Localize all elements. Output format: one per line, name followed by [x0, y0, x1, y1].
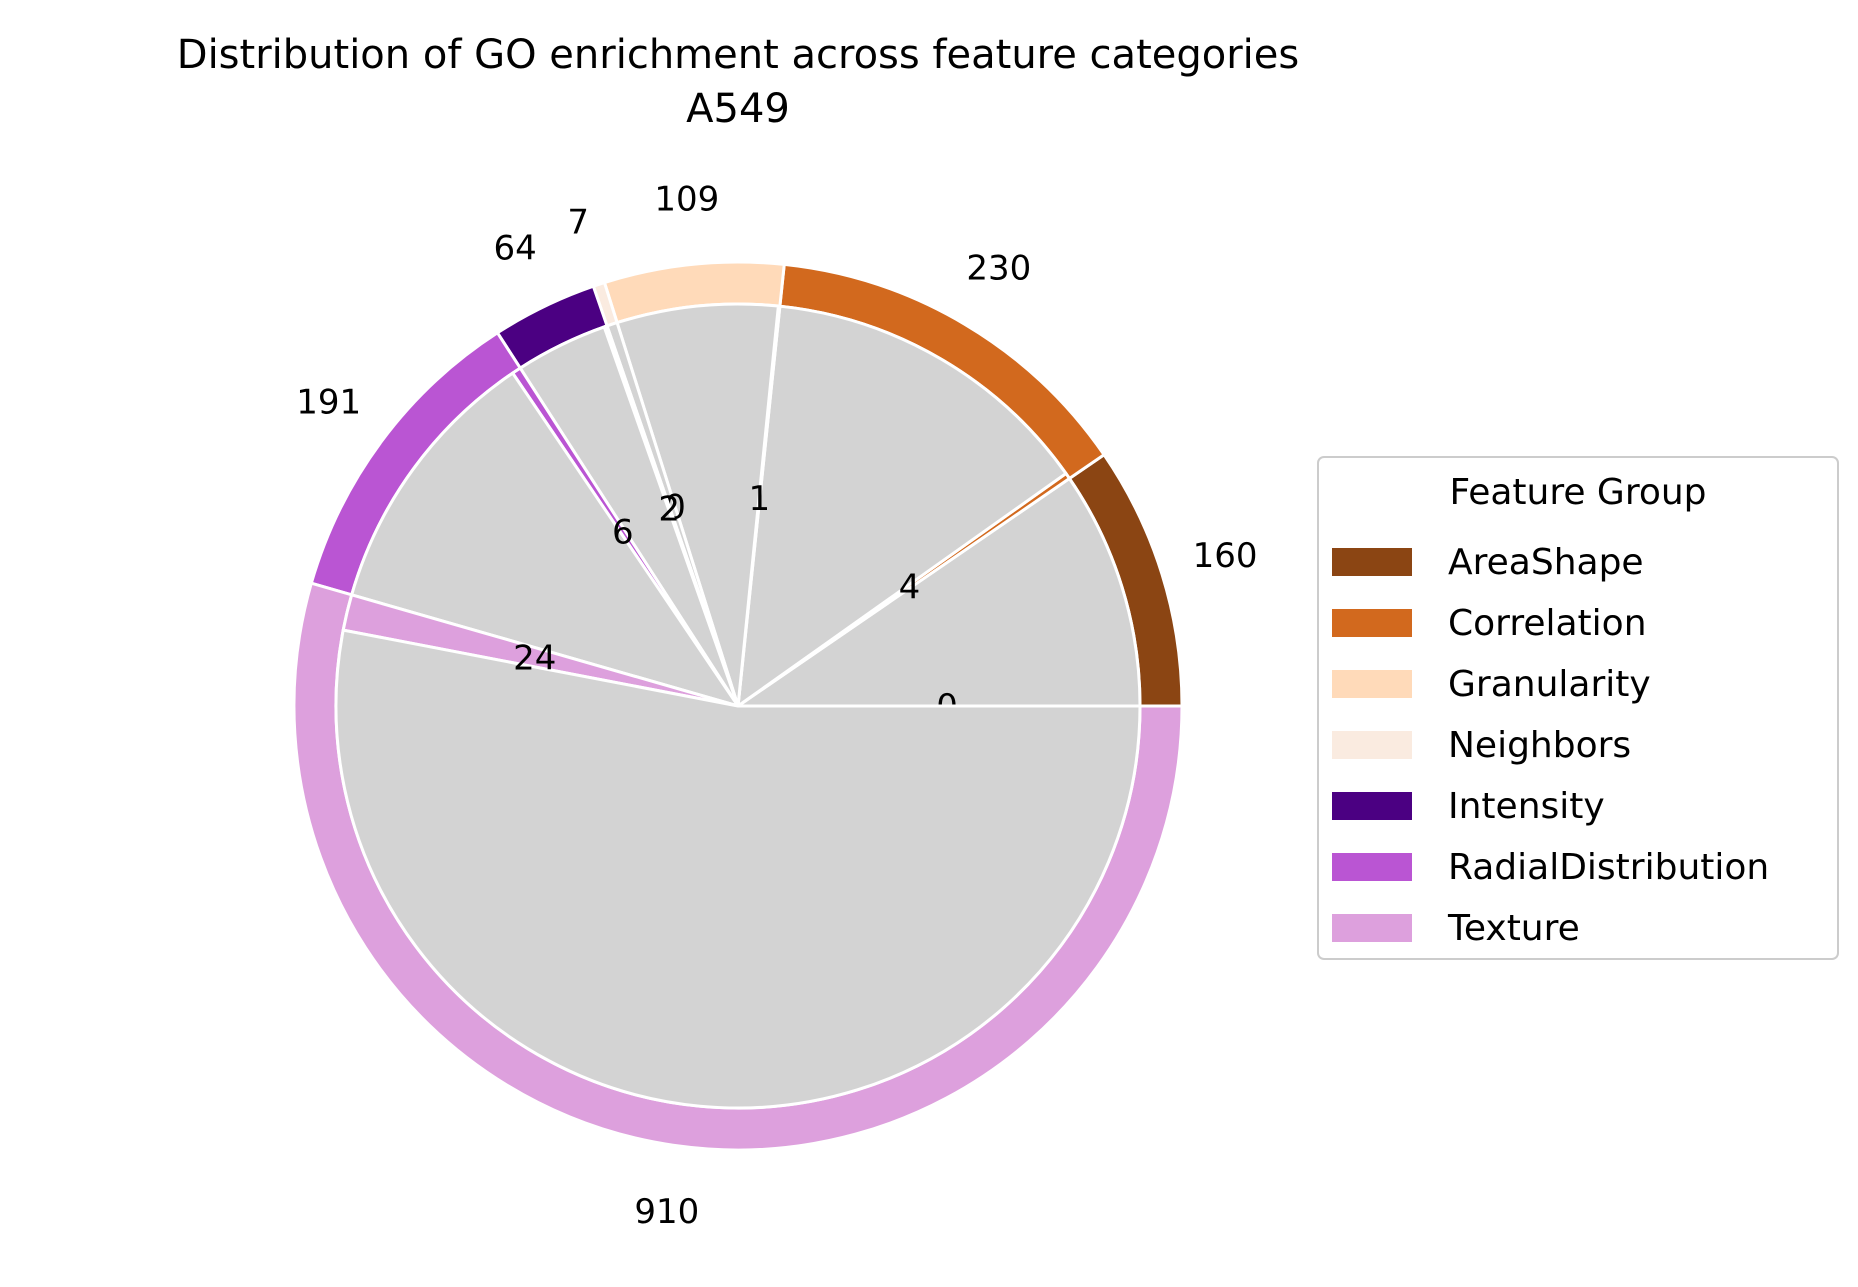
legend-title: Feature Group: [1449, 472, 1706, 513]
outer-label-neighbors: 7: [567, 203, 589, 243]
legend-label-granularity: Granularity: [1448, 664, 1651, 705]
legend-swatch-radialdistribution: [1332, 853, 1412, 881]
legend-swatch-correlation: [1332, 609, 1412, 637]
legend-swatch-texture: [1332, 914, 1412, 942]
outer-label-areashape: 160: [1193, 536, 1258, 576]
inner-slice-rest-correlation: [736, 304, 1069, 710]
legend-swatch-neighbors: [1332, 731, 1412, 759]
legend-label-radialdistribution: RadialDistribution: [1448, 847, 1769, 888]
legend-frame: [1317, 456, 1839, 960]
inner-slice-rest-radialdistribution: [349, 371, 742, 709]
outer-label-radialdistribution: 191: [296, 383, 361, 423]
outer-label-intensity: 64: [494, 228, 537, 268]
inner-label-radialdistribution: 6: [612, 513, 634, 553]
pie-plot: 16002304109170642191691024: [292, 180, 1258, 1232]
legend-label-neighbors: Neighbors: [1448, 725, 1631, 766]
outer-label-granularity: 109: [654, 180, 719, 220]
inner-slice-rest-areashape: [733, 476, 1142, 708]
legend-swatch-areashape: [1332, 548, 1412, 576]
legend-label-intensity: Intensity: [1448, 786, 1605, 827]
chart-title: Distribution of GO enrichment across fea…: [177, 32, 1299, 78]
inner-label-granularity: 1: [749, 479, 771, 519]
legend-swatch-intensity: [1332, 792, 1412, 820]
inner-label-texture: 24: [513, 638, 556, 678]
outer-label-correlation: 230: [966, 249, 1031, 289]
inner-slice-rest-granularity: [615, 302, 781, 707]
legend-label-areashape: AreaShape: [1448, 542, 1644, 583]
legend-swatch-granularity: [1332, 670, 1412, 698]
legend: Feature Group AreaShape Correlation Granul…: [1317, 456, 1839, 960]
legend-label-texture: Texture: [1447, 908, 1580, 949]
inner-slice-rest-texture: [334, 628, 1142, 1110]
legend-label-correlation: Correlation: [1448, 603, 1647, 644]
inner-label-intensity: 2: [658, 490, 680, 530]
chart-subtitle: A549: [686, 86, 790, 132]
outer-label-texture: 910: [634, 1192, 699, 1232]
inner-label-correlation: 4: [899, 567, 921, 607]
